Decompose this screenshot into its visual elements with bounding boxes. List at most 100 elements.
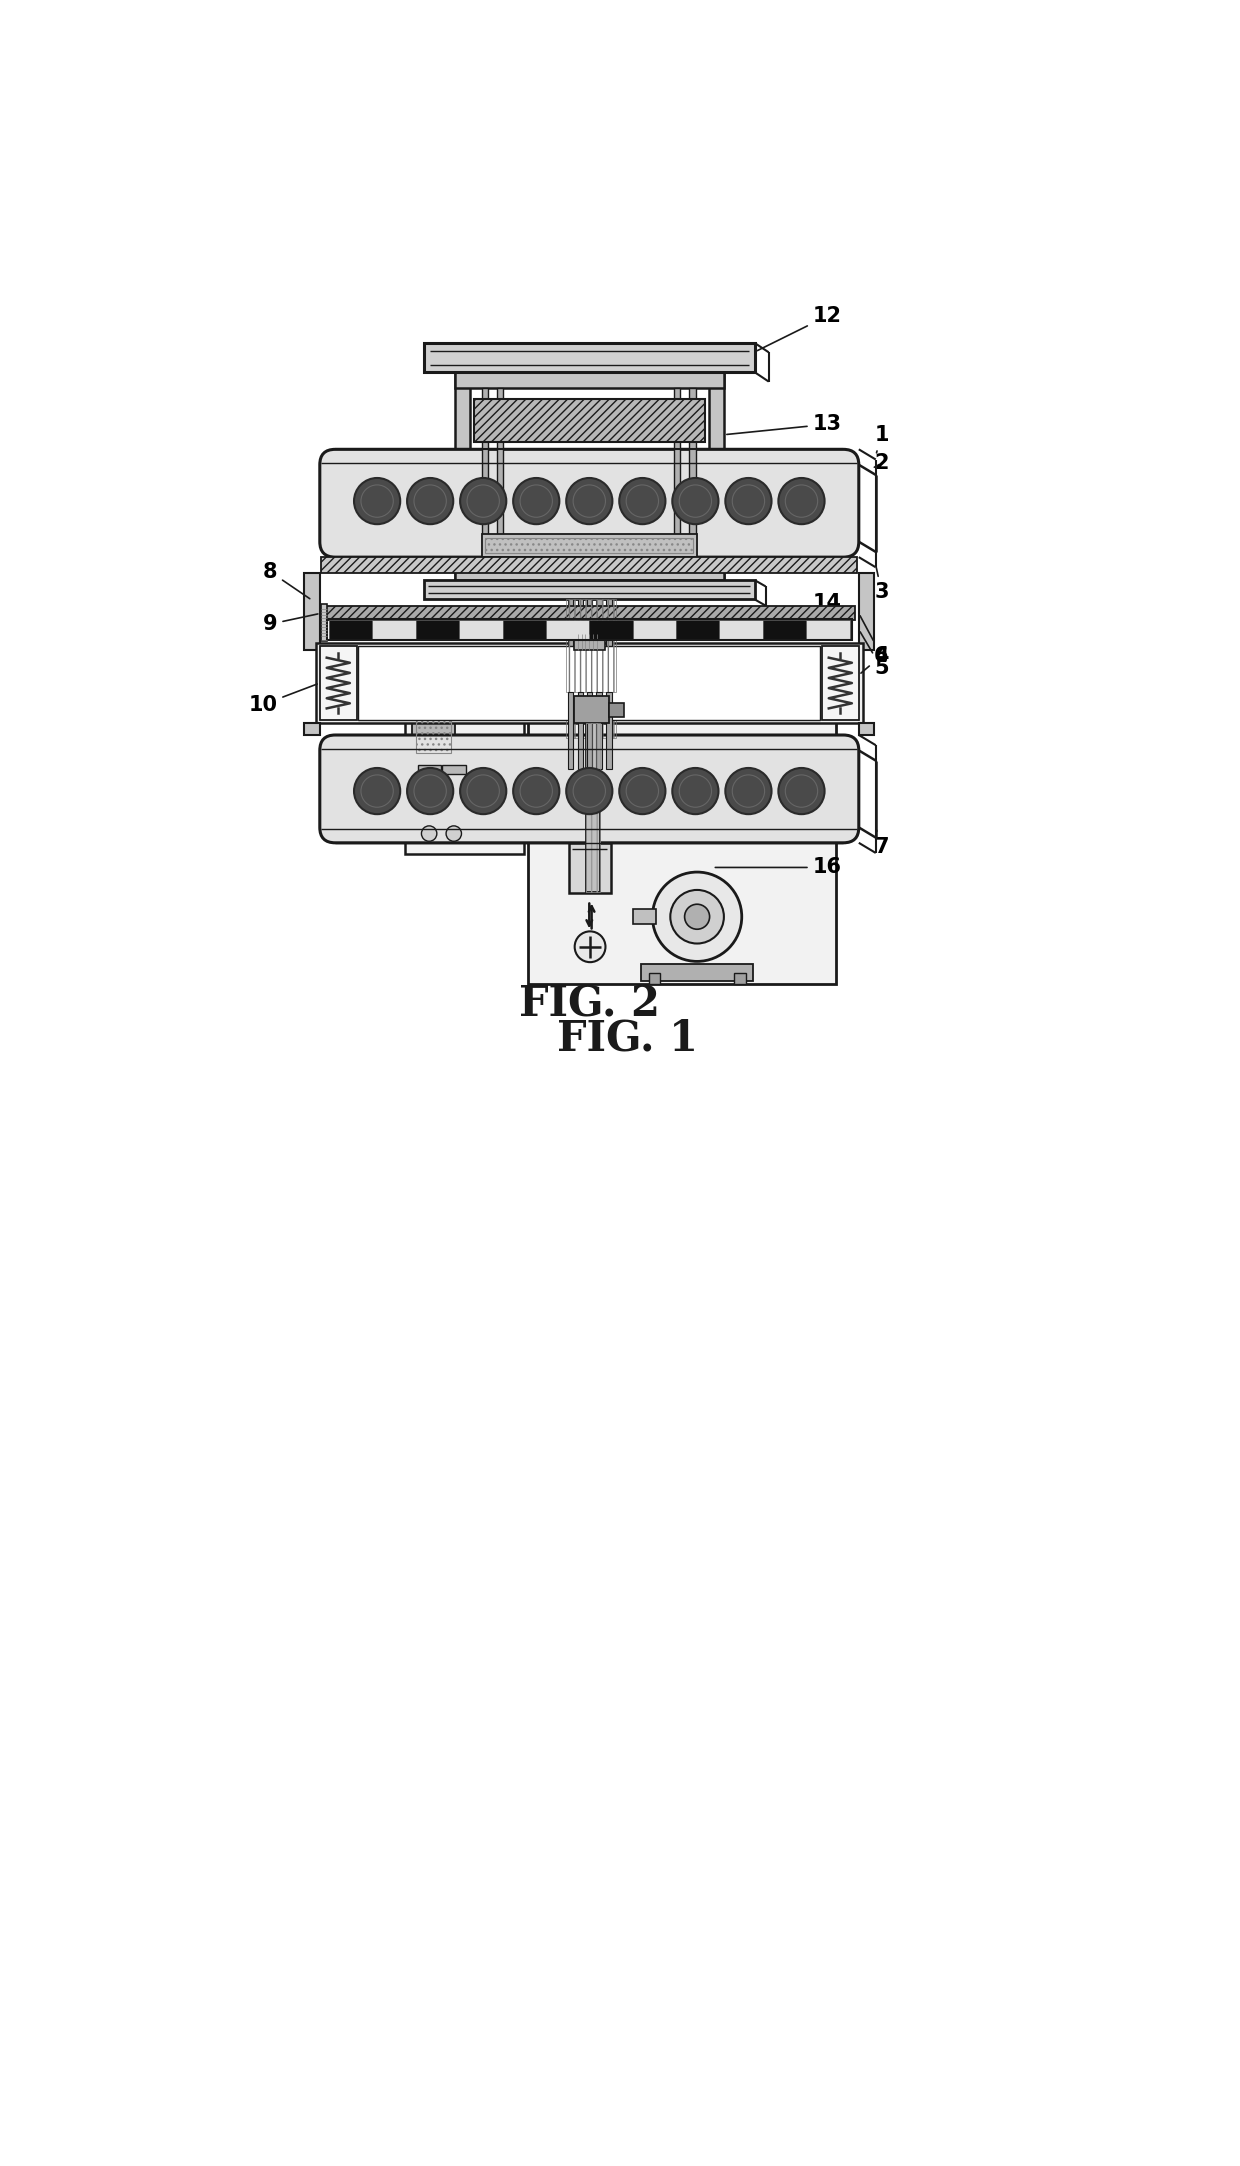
Bar: [734, 973, 745, 986]
Bar: [485, 537, 693, 552]
Circle shape: [725, 769, 771, 814]
Text: 8: 8: [263, 561, 310, 598]
Text: 1: 1: [874, 425, 889, 453]
Bar: [444, 773, 464, 840]
Text: 2: 2: [874, 453, 889, 472]
Circle shape: [725, 479, 771, 524]
Circle shape: [513, 479, 559, 524]
Bar: [358, 645, 821, 719]
Circle shape: [619, 769, 666, 814]
Text: 7: 7: [874, 830, 889, 858]
Circle shape: [684, 903, 709, 929]
Bar: [459, 619, 502, 639]
Bar: [859, 572, 874, 650]
Text: 3: 3: [874, 567, 889, 602]
Bar: [568, 600, 573, 691]
FancyBboxPatch shape: [320, 734, 859, 843]
Circle shape: [574, 931, 605, 962]
Bar: [316, 643, 863, 723]
Bar: [326, 619, 852, 641]
Bar: [763, 619, 806, 639]
Circle shape: [619, 479, 666, 524]
Circle shape: [567, 769, 613, 814]
Bar: [404, 691, 523, 853]
Bar: [502, 619, 546, 639]
Bar: [587, 600, 593, 691]
Bar: [455, 373, 470, 580]
Circle shape: [672, 769, 718, 814]
Circle shape: [407, 769, 454, 814]
Bar: [574, 635, 605, 650]
Bar: [324, 606, 854, 619]
Text: 15: 15: [626, 667, 842, 708]
Bar: [567, 691, 616, 739]
Bar: [589, 619, 632, 639]
Circle shape: [446, 825, 461, 840]
Bar: [528, 691, 836, 986]
FancyBboxPatch shape: [320, 448, 859, 557]
Circle shape: [671, 890, 724, 944]
Bar: [417, 708, 450, 754]
Bar: [676, 619, 719, 639]
Bar: [719, 619, 763, 639]
Circle shape: [355, 479, 401, 524]
Bar: [609, 704, 624, 717]
Text: FIG. 2: FIG. 2: [518, 983, 660, 1025]
Bar: [859, 723, 874, 734]
Text: 10: 10: [248, 684, 317, 715]
Bar: [415, 619, 459, 639]
Bar: [424, 580, 755, 600]
Bar: [412, 704, 455, 758]
Bar: [546, 619, 589, 639]
Bar: [587, 691, 593, 769]
Bar: [568, 691, 573, 769]
Circle shape: [513, 769, 559, 814]
Bar: [822, 645, 859, 719]
Circle shape: [460, 479, 506, 524]
Bar: [321, 557, 857, 572]
Bar: [578, 600, 583, 691]
Bar: [587, 723, 600, 892]
Text: 13: 13: [727, 414, 842, 435]
Circle shape: [652, 873, 742, 962]
Circle shape: [567, 479, 613, 524]
Bar: [689, 388, 696, 565]
Bar: [418, 765, 441, 773]
Text: 6: 6: [861, 645, 889, 674]
Bar: [329, 619, 372, 639]
Circle shape: [407, 479, 454, 524]
Bar: [587, 723, 600, 892]
Text: 5: 5: [861, 632, 889, 678]
Bar: [596, 600, 601, 691]
Bar: [424, 342, 755, 373]
Text: 9: 9: [263, 613, 317, 635]
Text: 14: 14: [608, 593, 842, 641]
Bar: [568, 843, 611, 892]
Bar: [443, 765, 466, 773]
Circle shape: [779, 769, 825, 814]
Bar: [497, 388, 503, 565]
Bar: [304, 572, 320, 650]
Bar: [455, 373, 724, 388]
Bar: [641, 964, 754, 981]
Bar: [578, 691, 583, 769]
Bar: [606, 600, 611, 691]
Text: 12: 12: [758, 305, 842, 351]
Bar: [321, 604, 326, 641]
Bar: [596, 691, 601, 769]
Bar: [304, 723, 320, 734]
Bar: [632, 619, 676, 639]
Bar: [320, 645, 357, 719]
Text: 4: 4: [861, 615, 889, 665]
Bar: [481, 388, 487, 565]
Circle shape: [779, 479, 825, 524]
Circle shape: [422, 825, 436, 840]
Bar: [567, 600, 616, 691]
Bar: [481, 535, 697, 557]
Bar: [474, 399, 704, 442]
Bar: [606, 691, 611, 769]
Circle shape: [460, 769, 506, 814]
Bar: [675, 388, 681, 565]
Bar: [455, 565, 724, 580]
Text: FIG. 1: FIG. 1: [557, 1018, 698, 1059]
